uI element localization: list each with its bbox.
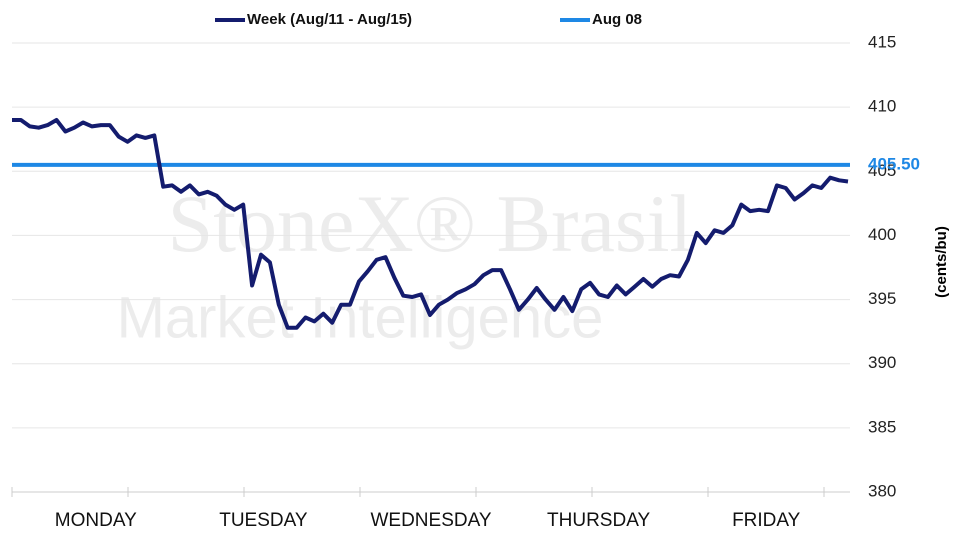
y-tick-label: 415 <box>868 32 896 51</box>
x-tick-label: THURSDAY <box>547 510 650 531</box>
watermark: Market Intelligence <box>117 285 604 350</box>
watermark: StoneX® Brasil <box>168 178 693 269</box>
price-line <box>12 118 849 330</box>
y-tick-label: 385 <box>868 417 896 436</box>
reference-label: 405.50 <box>868 154 920 173</box>
y-tick-label: 390 <box>868 353 896 372</box>
y-tick-label: 400 <box>868 225 896 244</box>
x-tick-label: FRIDAY <box>732 510 801 531</box>
y-tick-label: 395 <box>868 289 896 308</box>
y-tick-label: 405 <box>868 161 896 180</box>
y-axis-label: (cents/bu) <box>933 226 950 298</box>
x-tick-label: TUESDAY <box>219 510 308 531</box>
legend-label: Week (Aug/11 - Aug/15) <box>247 11 412 28</box>
x-tick-label: MONDAY <box>55 510 137 531</box>
legend-label: Aug 08 <box>592 11 642 28</box>
y-tick-label: 410 <box>868 97 896 116</box>
y-tick-label: 380 <box>868 481 896 500</box>
x-tick-label: WEDNESDAY <box>370 510 491 531</box>
